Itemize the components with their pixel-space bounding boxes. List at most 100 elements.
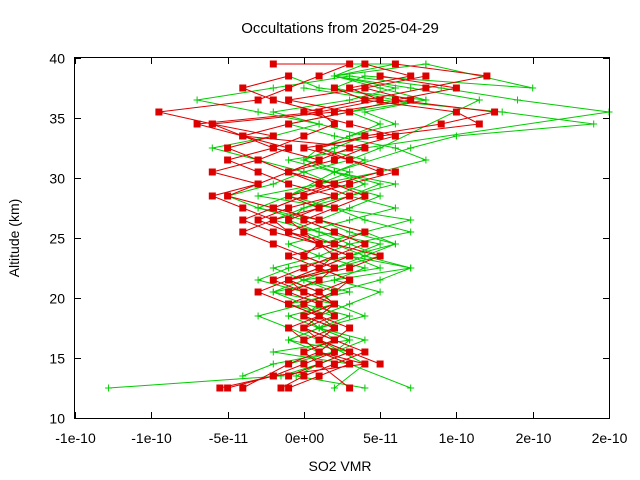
data-point	[361, 228, 369, 236]
data-point	[315, 300, 323, 308]
data-point	[407, 228, 415, 236]
data-point	[269, 144, 277, 152]
data-point	[346, 180, 354, 188]
data-point	[422, 156, 430, 164]
data-point	[361, 108, 369, 116]
data-point	[269, 264, 277, 272]
data-point	[391, 204, 399, 212]
data-point	[285, 120, 293, 128]
data-point	[376, 120, 384, 128]
data-point	[239, 228, 247, 236]
data-point	[300, 216, 308, 224]
data-point	[376, 96, 384, 104]
data-point	[254, 96, 262, 104]
data-point	[376, 84, 384, 92]
data-point	[422, 72, 430, 80]
data-point	[254, 156, 262, 164]
data-point	[285, 156, 293, 164]
data-point	[330, 312, 338, 320]
data-point	[224, 156, 232, 164]
y-tick-label: 30	[49, 171, 65, 187]
data-point	[269, 228, 277, 236]
data-point	[361, 144, 369, 152]
data-point	[346, 288, 354, 296]
data-point	[269, 276, 277, 284]
data-point	[361, 312, 369, 320]
data-point	[315, 312, 323, 320]
x-tick-label: -1e-10	[55, 430, 96, 446]
data-point	[376, 132, 384, 140]
data-point	[422, 96, 430, 104]
data-point	[376, 276, 384, 284]
data-point	[315, 240, 323, 248]
data-point	[346, 348, 354, 356]
data-point	[330, 204, 338, 212]
axes-layer: -1e-10 -1e-10 -5e-11 0e+00 5e-11 1e-10 2e-10 2e…	[49, 51, 627, 447]
data-point	[300, 312, 308, 320]
data-point	[315, 372, 323, 380]
data-point	[269, 132, 277, 140]
data-point	[300, 372, 308, 380]
data-point	[315, 360, 323, 368]
data-point	[376, 180, 384, 188]
data-point	[330, 72, 338, 80]
data-point	[376, 264, 384, 272]
data-point	[391, 132, 399, 140]
data-point	[376, 72, 384, 80]
data-point	[346, 312, 354, 320]
data-point	[330, 360, 338, 368]
data-point	[315, 348, 323, 356]
y-axis-label: Altitude (km)	[6, 199, 22, 278]
data-point	[346, 132, 354, 140]
data-point	[300, 204, 308, 212]
data-point	[376, 252, 384, 260]
data-point	[361, 60, 369, 68]
data-point	[285, 372, 293, 380]
x-tick-label: 0e+00	[285, 430, 325, 446]
data-point	[498, 108, 506, 116]
data-point	[300, 168, 308, 176]
data-point	[208, 144, 216, 152]
data-point	[346, 360, 354, 368]
data-point	[376, 144, 384, 152]
red-series	[155, 60, 499, 392]
data-point	[391, 180, 399, 188]
x-tick-label: 1e-10	[439, 430, 475, 446]
data-point	[407, 96, 415, 104]
data-point	[330, 180, 338, 188]
data-point	[361, 84, 369, 92]
data-point	[285, 96, 293, 104]
data-point	[346, 96, 354, 104]
data-point	[254, 216, 262, 224]
data-point	[224, 192, 232, 200]
data-point	[330, 336, 338, 344]
data-point	[330, 348, 338, 356]
data-point	[105, 384, 113, 392]
x-tick-label: 2e-10	[516, 430, 552, 446]
data-point	[285, 84, 293, 92]
data-point	[361, 192, 369, 200]
data-point	[315, 336, 323, 344]
data-point	[285, 288, 293, 296]
data-point	[315, 276, 323, 284]
data-point	[193, 120, 201, 128]
data-point	[285, 204, 293, 212]
data-point	[346, 108, 354, 116]
data-point	[376, 168, 384, 176]
data-point	[475, 120, 483, 128]
data-point	[300, 84, 308, 92]
data-point	[346, 204, 354, 212]
data-point	[346, 228, 354, 236]
data-point	[315, 180, 323, 188]
data-point	[285, 72, 293, 80]
data-point	[315, 84, 323, 92]
data-point	[285, 264, 293, 272]
data-point	[346, 336, 354, 344]
data-point	[346, 120, 354, 128]
data-point	[346, 60, 354, 68]
data-point	[269, 96, 277, 104]
data-point	[346, 384, 354, 392]
data-point	[269, 360, 277, 368]
y-tick-label: 25	[49, 231, 65, 247]
